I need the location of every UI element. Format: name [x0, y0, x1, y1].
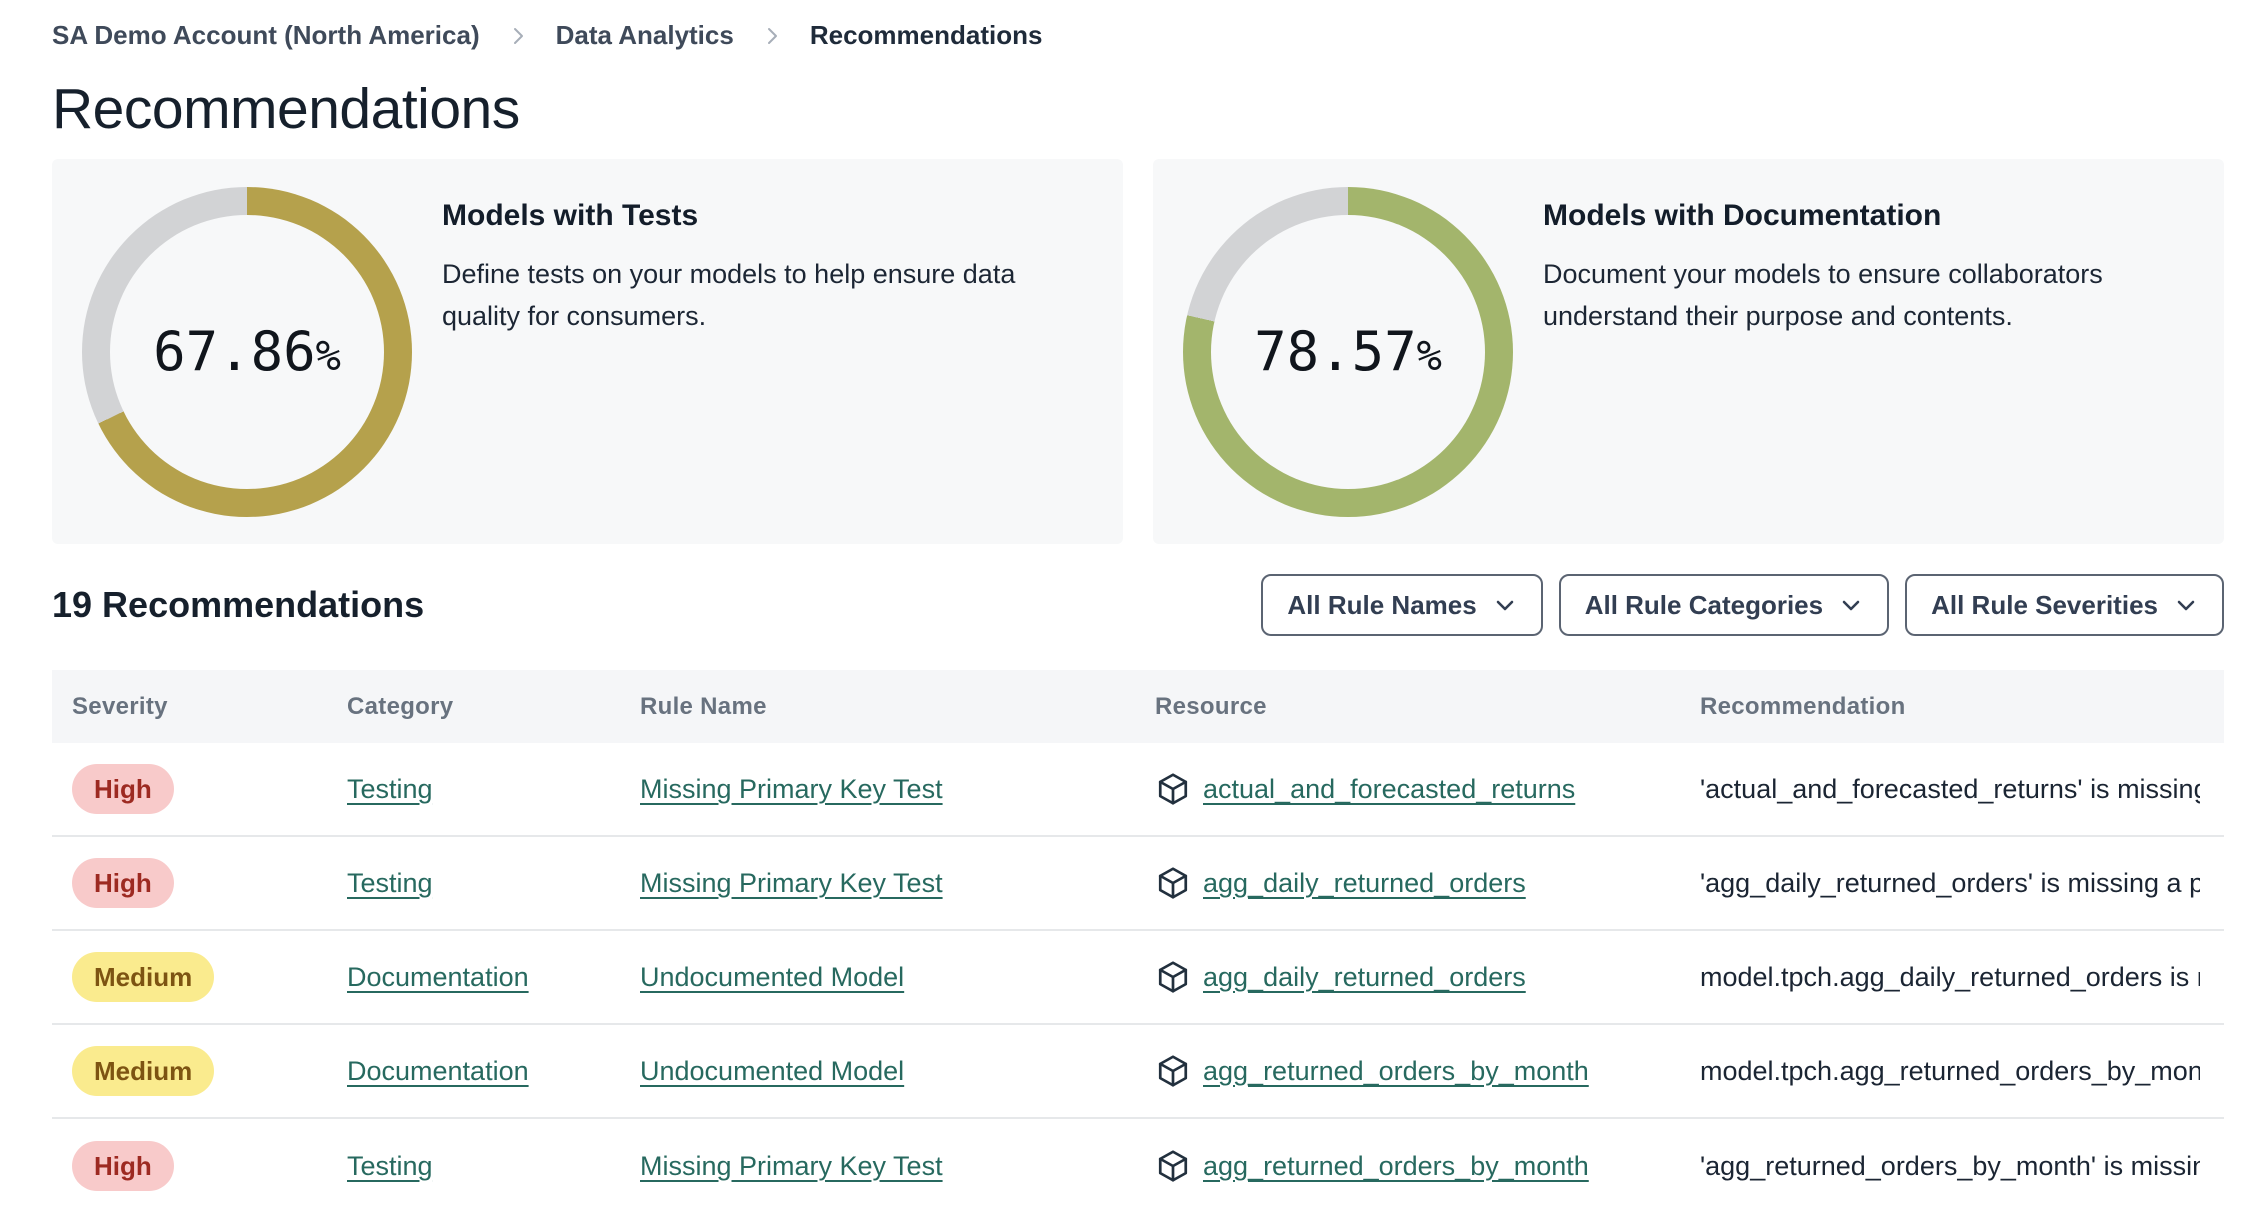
table-header-row: Severity Category Rule Name Resource Rec… [52, 670, 2224, 743]
filter-label: All Rule Categories [1584, 589, 1824, 620]
resource-link[interactable]: agg_returned_orders_by_month [1203, 1055, 1589, 1086]
column-header-severity: Severity [72, 692, 168, 720]
rule-name-link[interactable]: Missing Primary Key Test [640, 1150, 943, 1181]
docs-coverage-percent: 78.57% [1254, 320, 1442, 383]
severity-badge: High [72, 1141, 174, 1191]
column-header-recommendation: Recommendation [1700, 692, 1906, 720]
donut-hole: 67.86% [110, 214, 384, 489]
recommendation-text: 'actual_and_forecasted_returns' is missi… [1700, 773, 2200, 804]
recommendation-text: 'agg_returned_orders_by_month' is missin… [1700, 1150, 2200, 1181]
breadcrumb-account[interactable]: SA Demo Account (North America) [52, 20, 480, 50]
filter-rule-severities-dropdown[interactable]: All Rule Severities [1905, 574, 2224, 636]
resource-link[interactable]: agg_daily_returned_orders [1203, 961, 1526, 992]
rule-name-link[interactable]: Undocumented Model [640, 961, 905, 992]
card-title: Models with Documentation [1543, 199, 1942, 232]
category-link[interactable]: Testing [347, 867, 433, 898]
column-header-category: Category [347, 692, 454, 720]
filter-rule-names-dropdown[interactable]: All Rule Names [1261, 574, 1543, 636]
card-description: Define tests on your models to help ensu… [442, 259, 1016, 331]
page-title: Recommendations [52, 77, 520, 141]
model-cube-icon [1158, 773, 1188, 805]
breadcrumb-project[interactable]: Data Analytics [555, 20, 734, 50]
category-link[interactable]: Documentation [347, 961, 529, 992]
recommendations-table: Severity Category Rule Name Resource Rec… [52, 670, 2224, 1213]
chevron-down-icon [1842, 600, 1860, 611]
card-title: Models with Tests [442, 199, 699, 232]
table-row: High Testing Missing Primary Key Test ag… [52, 1119, 2224, 1213]
card-text: Models with Documentation Document your … [1543, 159, 2184, 337]
chevron-down-icon [1496, 600, 1514, 611]
card-models-with-tests: 67.86% Models with Tests Define tests on… [52, 159, 1123, 544]
breadcrumb-current: Recommendations [809, 20, 1043, 50]
model-cube-icon [1158, 961, 1188, 993]
filter-group: All Rule Names All Rule Categories All R… [1261, 574, 2224, 636]
category-link[interactable]: Testing [347, 773, 433, 804]
filter-label: All Rule Names [1287, 589, 1477, 620]
chevron-right-icon [760, 24, 784, 48]
rule-name-link[interactable]: Missing Primary Key Test [640, 867, 943, 898]
severity-badge: High [72, 764, 174, 814]
resource-link[interactable]: agg_returned_orders_by_month [1203, 1150, 1589, 1181]
filter-label: All Rule Severities [1931, 589, 2158, 620]
model-cube-icon [1158, 1055, 1188, 1087]
recommendation-text: model.tpch.agg_returned_orders_by_month … [1700, 1055, 2200, 1086]
recommendations-count: 19 Recommendations [52, 584, 425, 625]
model-cube-icon [1158, 867, 1188, 899]
tests-coverage-donut-chart: 67.86% [82, 186, 412, 517]
table-row: Medium Documentation Undocumented Model … [52, 1025, 2224, 1119]
category-link[interactable]: Testing [347, 1150, 433, 1181]
card-models-with-documentation: 78.57% Models with Documentation Documen… [1153, 159, 2224, 544]
donut-hole: 78.57% [1211, 214, 1485, 489]
resource-link[interactable]: actual_and_forecasted_returns [1203, 773, 1576, 804]
table-row: High Testing Missing Primary Key Test ag… [52, 837, 2224, 931]
summary-cards: 67.86% Models with Tests Define tests on… [52, 159, 2224, 544]
table-row: Medium Documentation Undocumented Model … [52, 931, 2224, 1025]
severity-badge: Medium [72, 952, 215, 1002]
filter-rule-categories-dropdown[interactable]: All Rule Categories [1558, 574, 1890, 636]
category-link[interactable]: Documentation [347, 1055, 529, 1086]
chevron-down-icon [2177, 600, 2195, 611]
column-header-rule-name: Rule Name [640, 692, 767, 720]
recommendation-text: model.tpch.agg_daily_returned_orders is … [1700, 961, 2200, 992]
rule-name-link[interactable]: Missing Primary Key Test [640, 773, 943, 804]
breadcrumb: SA Demo Account (North America) Data Ana… [52, 20, 2224, 51]
rule-name-link[interactable]: Undocumented Model [640, 1055, 905, 1086]
severity-badge: High [72, 858, 174, 908]
docs-coverage-donut-chart: 78.57% [1183, 186, 1513, 517]
severity-badge: Medium [72, 1046, 215, 1096]
resource-link[interactable]: agg_daily_returned_orders [1203, 867, 1526, 898]
card-text: Models with Tests Define tests on your m… [442, 159, 1083, 337]
card-description: Document your models to ensure collabora… [1543, 259, 2103, 331]
tests-coverage-percent: 67.86% [153, 320, 341, 383]
table-row: High Testing Missing Primary Key Test ac… [52, 743, 2224, 837]
recommendation-text: 'agg_daily_returned_orders' is missing a… [1700, 867, 2200, 898]
chevron-right-icon [506, 24, 530, 48]
column-header-resource: Resource [1155, 692, 1267, 720]
model-cube-icon [1158, 1150, 1188, 1182]
recommendations-toolbar: 19 Recommendations All Rule Names All Ru… [52, 574, 2224, 636]
